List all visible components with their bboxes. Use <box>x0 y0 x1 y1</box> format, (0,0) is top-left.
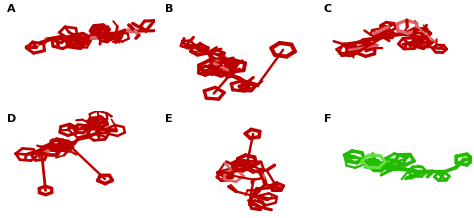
Text: C: C <box>324 4 332 14</box>
Text: D: D <box>7 114 16 124</box>
Text: B: B <box>165 4 174 14</box>
Text: E: E <box>165 114 173 124</box>
Text: F: F <box>324 114 331 124</box>
Text: A: A <box>7 4 16 14</box>
